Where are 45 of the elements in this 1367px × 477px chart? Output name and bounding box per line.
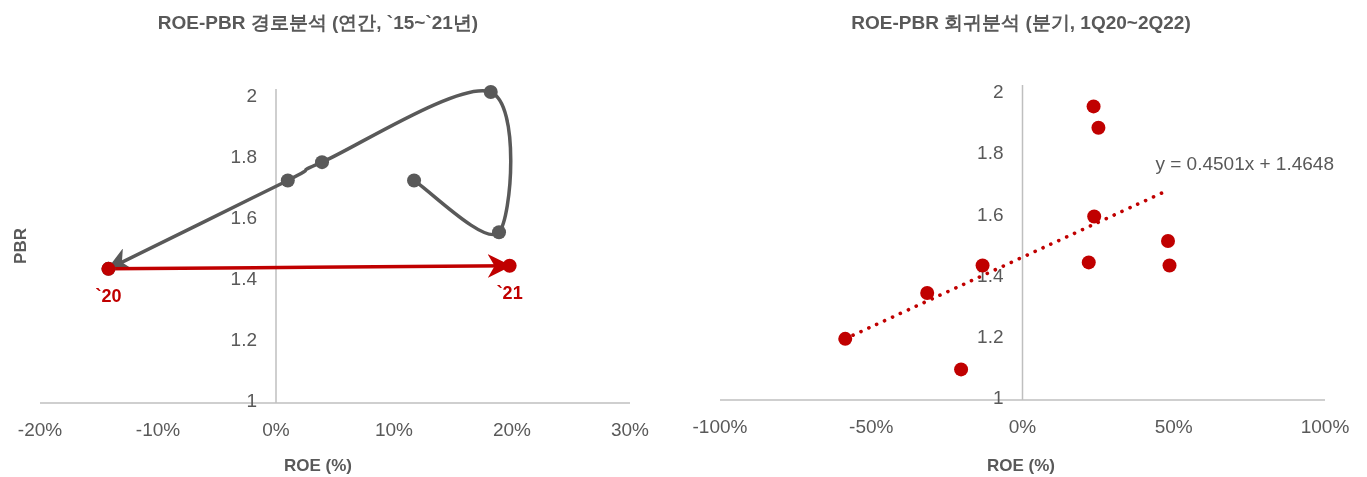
- x-tick-label: -50%: [849, 416, 894, 437]
- y-tick-label: 1.4: [230, 268, 258, 290]
- point: [280, 173, 295, 188]
- x-axis-title: ROE (%): [987, 456, 1055, 475]
- x-tick-label: 10%: [374, 419, 414, 440]
- annotation: y = 0.4501x + 1.4648: [1155, 152, 1334, 174]
- point: [1162, 258, 1177, 273]
- point: [920, 285, 935, 300]
- y-tick-label: 1: [246, 390, 257, 411]
- y-tick-label: 1.8: [977, 142, 1004, 164]
- point: [1091, 120, 1106, 135]
- x-tick-label: 50%: [1154, 416, 1193, 437]
- y-tick-label: 2: [246, 85, 257, 107]
- x-tick-label: 30%: [610, 419, 650, 440]
- x-tick-label: -20%: [17, 419, 63, 440]
- y-tick-label: 1.8: [230, 146, 257, 168]
- point: [502, 258, 517, 273]
- point: [315, 155, 330, 170]
- y-axis-title: PBR: [11, 228, 30, 264]
- point: [954, 362, 969, 377]
- point: [492, 225, 507, 240]
- point: [1081, 255, 1096, 270]
- x-tick-label: -10%: [135, 419, 181, 440]
- y-tick-label: 1.6: [230, 207, 257, 229]
- annotation: `20: [95, 285, 122, 306]
- x-tick-label: 0%: [262, 419, 290, 440]
- chart-title: ROE-PBR 회귀분석 (분기, 1Q20~2Q22): [851, 12, 1191, 33]
- annotation: `21: [496, 282, 523, 303]
- point: [1161, 233, 1175, 248]
- x-tick-label: -100%: [692, 416, 748, 437]
- x-tick-label: 100%: [1300, 416, 1350, 437]
- point: [1086, 99, 1101, 114]
- point: [407, 173, 422, 188]
- y-tick-label: 1.2: [230, 329, 257, 351]
- y-tick-label: 1.2: [977, 325, 1004, 347]
- point: [838, 331, 853, 346]
- x-axis-title: ROE (%): [284, 456, 352, 475]
- point: [483, 85, 498, 100]
- x-tick-label: 20%: [492, 419, 532, 440]
- y-tick-label: 1.6: [977, 203, 1004, 225]
- y-tick-label: 1: [992, 387, 1004, 408]
- chart-title: ROE-PBR 경로분석 (연간, `15~`21년): [157, 12, 479, 33]
- point: [1087, 209, 1102, 224]
- y-tick-label: 2: [992, 81, 1004, 103]
- x-tick-label: 0%: [1008, 416, 1037, 437]
